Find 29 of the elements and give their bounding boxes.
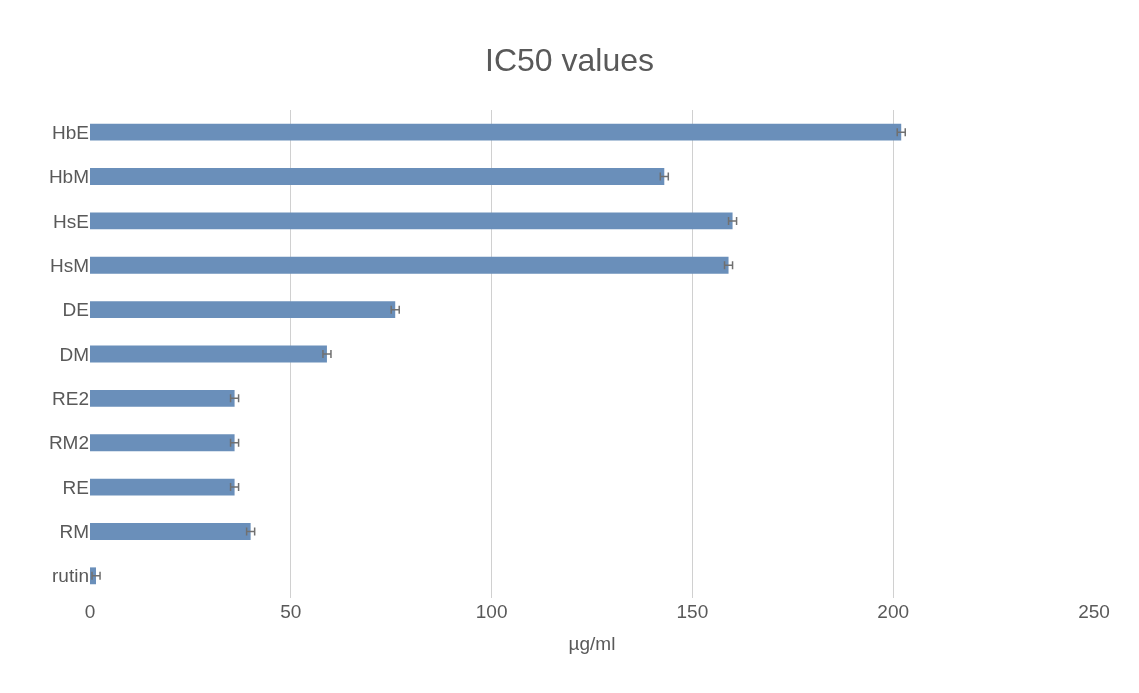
chart-title: IC50 values bbox=[485, 41, 654, 78]
y-tick-label: RE bbox=[62, 476, 89, 498]
bar bbox=[90, 168, 665, 185]
y-tick-label: RM bbox=[59, 521, 89, 543]
x-tick-label: 150 bbox=[676, 601, 709, 622]
y-tick-label: DM bbox=[59, 343, 89, 365]
y-tick-label: HsM bbox=[49, 254, 89, 276]
x-tick-label: 50 bbox=[280, 601, 302, 622]
bar bbox=[90, 434, 235, 452]
y-tick-label: HbM bbox=[48, 166, 89, 188]
bar bbox=[90, 301, 396, 319]
bar bbox=[90, 212, 733, 230]
y-tick-label: HsE bbox=[53, 210, 89, 232]
x-tick-label: 100 bbox=[475, 601, 508, 622]
bar bbox=[90, 256, 729, 274]
x-tick-label: 0 bbox=[84, 601, 96, 622]
x-tick-label: 200 bbox=[877, 601, 910, 622]
bar bbox=[90, 123, 902, 141]
x-tick-label: 250 bbox=[1078, 601, 1110, 622]
x-axis-title: µg/ml bbox=[568, 632, 616, 654]
bar bbox=[90, 345, 327, 363]
bar bbox=[90, 389, 235, 407]
y-tick-label: RM2 bbox=[48, 432, 89, 454]
bar bbox=[90, 523, 251, 540]
y-tick-label: RE2 bbox=[52, 388, 89, 410]
y-tick-label: DE bbox=[62, 299, 89, 321]
bar bbox=[90, 478, 235, 496]
y-tick-label: HbE bbox=[52, 121, 89, 143]
y-tick-label: rutin bbox=[52, 565, 89, 587]
